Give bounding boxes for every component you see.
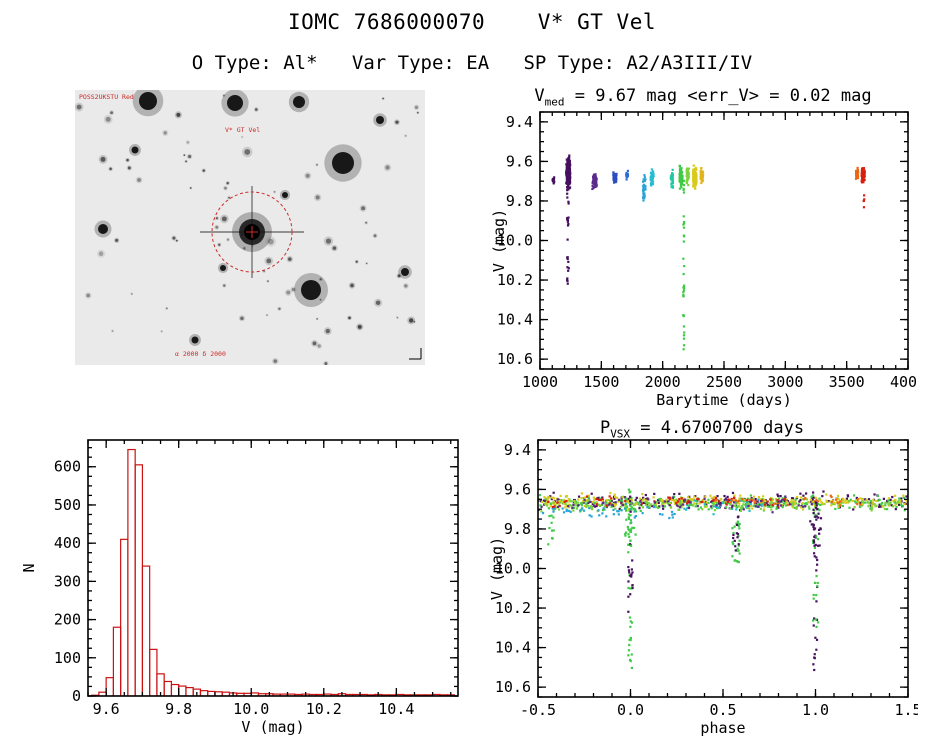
lightcurve-title-sub: med (544, 95, 565, 109)
histogram-bar (149, 648, 158, 696)
phase-title-sub: VSX (610, 427, 631, 441)
y-tick-label: 9.4 (504, 441, 531, 459)
x-tick-label: 10.4 (378, 700, 414, 718)
x-tick-label: 2500 (706, 373, 742, 391)
y-tick-label: 9.8 (506, 192, 533, 210)
page-subtitle: O Type: Al* Var Type: EA SP Type: A2/A3I… (191, 52, 753, 74)
plot-data-area (538, 488, 908, 672)
histogram-bar (112, 626, 122, 696)
page-title: IOMC 7686000070 V* GT Vel (287, 10, 656, 34)
y-tick-label: 0 (72, 687, 81, 705)
histogram-bar (134, 464, 144, 696)
y-tick-label: 9.6 (504, 480, 531, 498)
lightcurve-title-rest: = 9.67 mag <err_V> = 0.02 mag (564, 86, 872, 106)
x-tick-label: 3500 (829, 373, 865, 391)
axes-box (539, 111, 909, 370)
y-axis-label: N (20, 563, 38, 572)
x-tick-label: 0.5 (709, 701, 736, 719)
histogram-bar (105, 677, 114, 696)
y-tick-label: 400 (54, 534, 81, 552)
target-marker-circle (211, 191, 293, 273)
y-tick-label: 9.4 (506, 113, 533, 131)
x-tick-label: 10.0 (233, 700, 269, 718)
histogram-bar (141, 565, 151, 696)
y-tick-label: 500 (54, 496, 81, 514)
x-tick-label: 2000 (645, 373, 681, 391)
y-tick-label: 200 (54, 611, 81, 629)
y-tick-label: 10.0 (495, 560, 531, 578)
y-tick-label: 100 (54, 649, 81, 667)
y-tick-label: 600 (54, 458, 81, 476)
phase-title: PVSX = 4.6700700 days (486, 418, 918, 440)
y-axis-label: V (mag) (488, 537, 506, 600)
phase-title-rest: = 4.6700700 days (630, 418, 805, 438)
y-tick-label: 10.6 (497, 350, 533, 368)
finder-star-label: V* GT Vel (225, 126, 260, 134)
histogram-bar (163, 680, 173, 696)
x-axis-label: phase (700, 719, 745, 737)
lightcurve-plot: 1000 1500 2000 2500 3000 3500 4000 9.4 9.6 9.8 10.… (490, 111, 918, 409)
x-axis-label: V (mag) (241, 718, 304, 736)
y-tick-label: 10.4 (495, 639, 531, 657)
histogram-bar (120, 538, 129, 696)
phase-plot: -0.5 0.0 0.5 1.0 1.5 9.4 9.6 9.8 10.0 10.2 10.4 10.… (488, 439, 918, 737)
x-tick-label: 1.0 (802, 701, 829, 719)
x-tick-label: 3000 (767, 373, 803, 391)
plot-data-area (551, 154, 866, 351)
histogram-bar (170, 683, 180, 696)
y-tick-label: 10.2 (497, 271, 533, 289)
phase-title-main: P (599, 418, 611, 438)
x-tick-label: 9.6 (93, 700, 120, 718)
y-tick-label: 9.8 (504, 520, 531, 538)
x-tick-label: 10.2 (306, 700, 342, 718)
plot-data-area (91, 448, 455, 696)
axes-box (537, 439, 909, 698)
x-tick-label: -0.5 (520, 701, 556, 719)
x-tick-label: 4000 (890, 373, 918, 391)
y-tick-label: 300 (54, 572, 81, 590)
x-tick-label: 1500 (583, 373, 619, 391)
histogram-bar (199, 690, 209, 696)
x-tick-label: 1.5 (894, 701, 918, 719)
y-tick-label: 9.6 (506, 152, 533, 170)
x-axis-label: Barytime (days) (656, 391, 791, 409)
y-tick-label: 10.2 (495, 599, 531, 617)
y-tick-label: 10.4 (497, 311, 533, 329)
lightcurve-title: Vmed = 9.67 mag <err_V> = 0.02 mag (488, 86, 918, 108)
x-tick-label: 9.8 (165, 700, 192, 718)
histogram-bar (185, 686, 194, 696)
finder-coords-label: α 2000 δ 2000 (175, 350, 226, 358)
finder-chart-image: POSS2UKSTU Red V* GT Vel α 2000 δ 2000 (75, 90, 425, 365)
y-axis-label: V (mag) (490, 209, 508, 272)
histogram-bar (127, 448, 136, 696)
x-tick-label: 0.0 (617, 701, 644, 719)
finder-survey-label: POSS2UKSTU Red (79, 93, 134, 101)
y-tick-label: 10.6 (495, 678, 531, 696)
histogram-bar (178, 685, 187, 696)
x-tick-label: 1000 (522, 373, 558, 391)
y-tick-label: 10.0 (497, 232, 533, 250)
axes-box (87, 439, 459, 697)
lightcurve-title-main: V (534, 86, 545, 106)
histogram-plot: 9.6 9.8 10.0 10.2 10.4 0 100 200 300 400 500 600 V (… (20, 439, 459, 736)
